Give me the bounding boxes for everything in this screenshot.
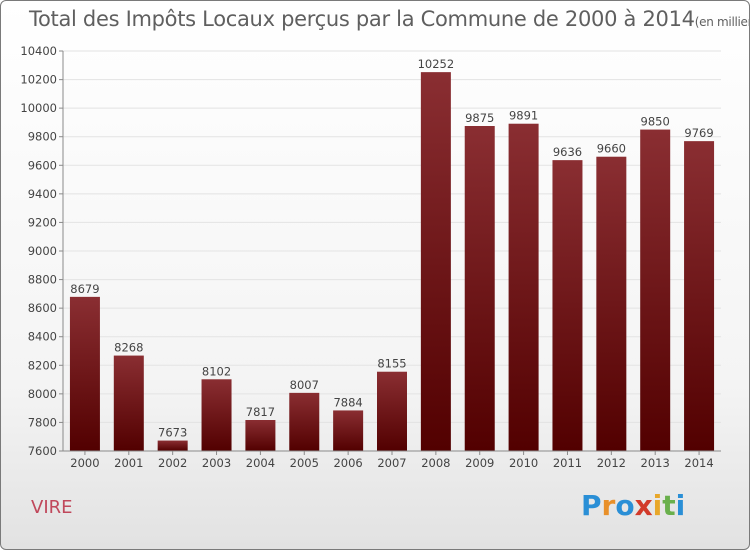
logo-letter: P (581, 489, 602, 522)
proxiti-logo: Proxiti (581, 489, 685, 522)
data-label: 9636 (553, 145, 582, 159)
x-tick-label: 2010 (509, 456, 538, 470)
bar (464, 126, 495, 451)
data-label: 8155 (377, 357, 406, 371)
data-label: 9660 (597, 142, 626, 156)
x-tick-label: 2012 (597, 456, 626, 470)
bar (377, 371, 407, 451)
logo-letter: t (662, 489, 676, 522)
y-tick-label: 9000 (28, 244, 57, 258)
logo-letter: i (652, 489, 663, 522)
bar (333, 410, 364, 451)
commune-name: VIRE (31, 497, 73, 518)
data-label: 8007 (290, 378, 319, 392)
y-tick-label: 9800 (28, 130, 57, 144)
logo-letter: i (675, 489, 686, 522)
bar (684, 141, 715, 451)
bar (640, 129, 671, 452)
y-tick-label: 10000 (20, 101, 57, 115)
bar (201, 379, 232, 451)
y-tick-label: 10200 (20, 73, 57, 87)
bar (289, 392, 320, 451)
y-tick-label: 8400 (28, 330, 57, 344)
bar (157, 440, 188, 451)
y-tick-label: 7800 (28, 415, 57, 429)
y-tick-label: 8200 (28, 358, 57, 372)
data-label: 9769 (684, 126, 713, 140)
y-tick-label: 7600 (28, 444, 57, 458)
data-label: 10252 (418, 57, 455, 71)
bar (508, 123, 539, 451)
data-label: 8268 (114, 341, 143, 355)
bar (113, 355, 144, 451)
y-tick-label: 9600 (28, 158, 57, 172)
bar (245, 420, 276, 451)
x-tick-label: 2013 (641, 456, 670, 470)
data-label: 8679 (70, 282, 99, 296)
x-tick-label: 2014 (684, 456, 713, 470)
bar (420, 72, 451, 452)
x-tick-label: 2001 (114, 456, 143, 470)
data-label: 8102 (202, 364, 231, 378)
x-tick-label: 2007 (377, 456, 406, 470)
y-tick-label: 8000 (28, 387, 57, 401)
logo-letter: o (615, 489, 635, 522)
logo-letter: x (634, 489, 653, 522)
y-tick-label: 10400 (20, 44, 57, 58)
x-tick-label: 2000 (70, 456, 99, 470)
axis-layer: 7600 7800 8000 8200 8400 8600 8800 9000 9200 9400… (20, 44, 721, 470)
y-tick-label: 8600 (28, 301, 57, 315)
y-tick-label: 8800 (28, 273, 57, 287)
bar (596, 156, 627, 451)
data-label: 7884 (333, 395, 362, 409)
x-tick-label: 2005 (290, 456, 319, 470)
data-label: 9875 (465, 111, 494, 125)
data-label: 7673 (158, 426, 187, 440)
data-label: 9850 (641, 115, 670, 129)
x-tick-label: 2002 (158, 456, 187, 470)
x-tick-label: 2003 (202, 456, 231, 470)
data-label: 9891 (509, 109, 538, 123)
bar (69, 296, 100, 451)
x-tick-label: 2004 (246, 456, 275, 470)
x-tick-label: 2006 (333, 456, 362, 470)
bar (552, 160, 583, 451)
chart-title-unit: (en milliers d'€) (694, 15, 749, 29)
data-label: 7817 (246, 405, 275, 419)
logo-letter: r (601, 489, 616, 522)
x-tick-label: 2008 (421, 456, 450, 470)
bar-layer: 8679 8268 7673 8102 7817 8007 7884 8155 10252 987… (69, 57, 715, 452)
y-tick-label: 9400 (28, 187, 57, 201)
chart-title-text: Total des Impôts Locaux perçus par la Co… (29, 7, 695, 31)
y-tick-label: 9200 (28, 215, 57, 229)
x-tick-label: 2011 (553, 456, 582, 470)
x-tick-label: 2009 (465, 456, 494, 470)
chart-title: Total des Impôts Locaux perçus par la Co… (29, 7, 749, 31)
